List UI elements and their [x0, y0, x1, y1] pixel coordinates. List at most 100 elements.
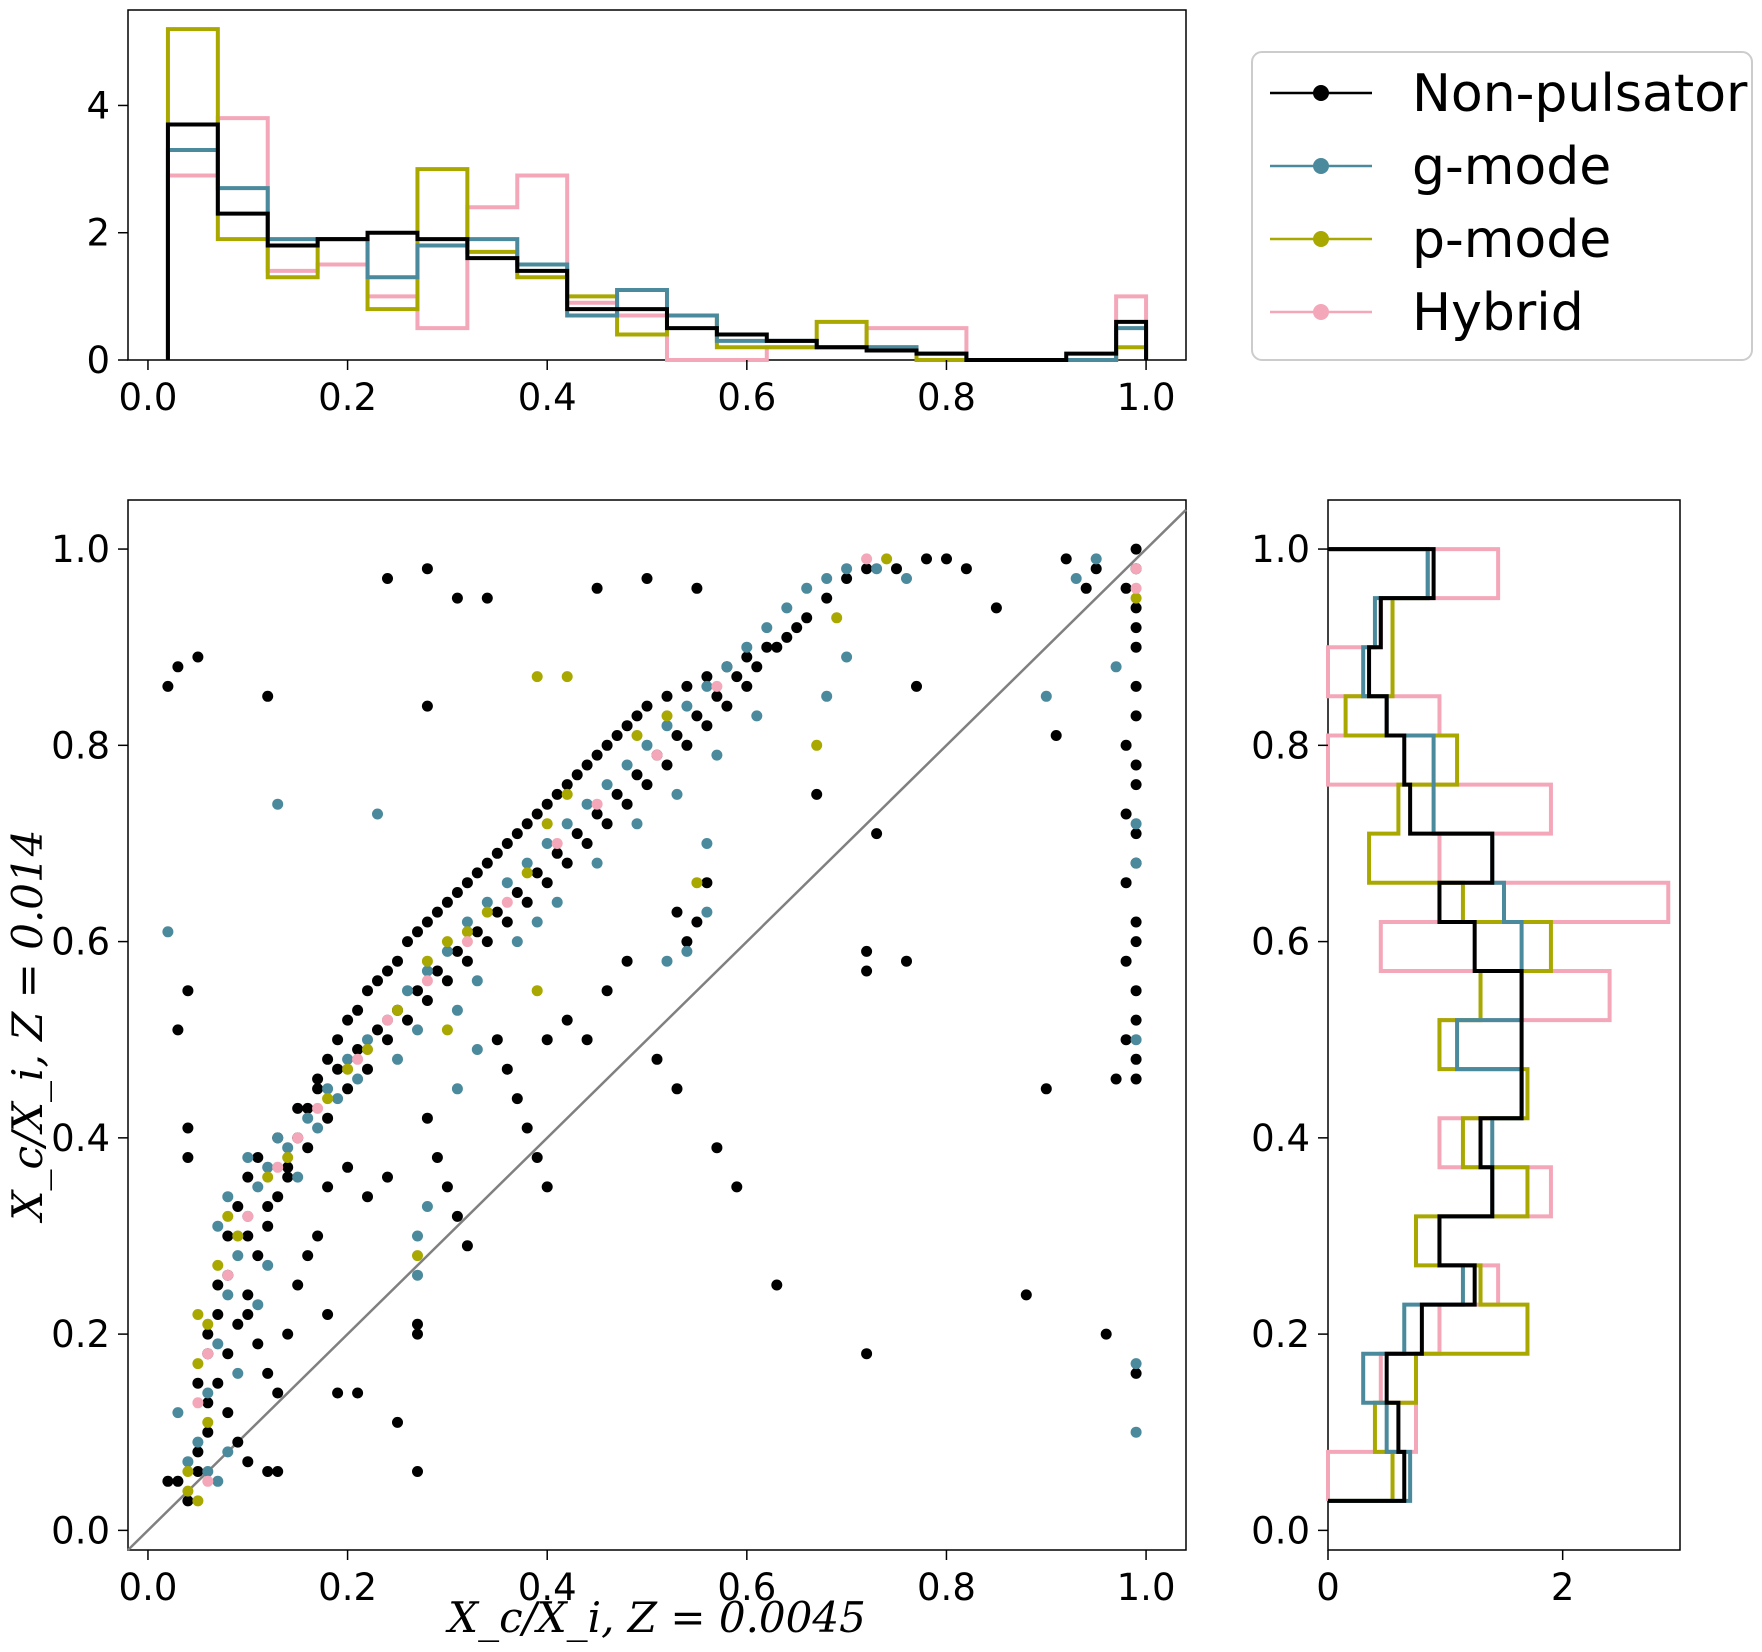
- point-non-pulsator: [521, 1122, 533, 1134]
- point-g-mode: [421, 965, 433, 977]
- point-hybrid: [1130, 563, 1142, 575]
- point-g-mode: [342, 1053, 354, 1065]
- point-non-pulsator: [262, 1466, 274, 1477]
- point-non-pulsator: [641, 779, 653, 791]
- top-histogram: 0.0 0.2 0.4 0.6 0.8 1.0 0 2 4: [86, 9, 1187, 419]
- point-non-pulsator: [591, 808, 603, 820]
- point-non-pulsator: [511, 887, 523, 898]
- point-non-pulsator: [911, 680, 922, 692]
- point-non-pulsator: [421, 700, 433, 712]
- point-hybrid: [292, 1132, 304, 1144]
- point-non-pulsator: [421, 1112, 433, 1124]
- point-non-pulsator: [621, 955, 633, 967]
- point-non-pulsator: [222, 1407, 234, 1419]
- point-hybrid: [202, 1348, 214, 1360]
- point-g-mode: [521, 857, 533, 869]
- scatter-frame: [127, 499, 1187, 1551]
- point-p-mode: [531, 671, 543, 683]
- point-non-pulsator: [1020, 1289, 1032, 1301]
- point-hybrid: [272, 1161, 284, 1173]
- point-non-pulsator: [801, 612, 813, 624]
- point-g-mode: [681, 700, 693, 712]
- point-g-mode: [441, 945, 453, 957]
- point-non-pulsator: [671, 906, 683, 918]
- point-non-pulsator: [960, 563, 972, 575]
- point-g-mode: [701, 906, 713, 918]
- point-g-mode: [262, 1259, 274, 1271]
- point-non-pulsator: [511, 1093, 523, 1105]
- scatter-y-tick-label: 0.4: [51, 1117, 110, 1160]
- point-non-pulsator: [282, 1161, 294, 1173]
- point-non-pulsator: [212, 1309, 224, 1320]
- point-hybrid: [421, 975, 433, 987]
- point-non-pulsator: [192, 1446, 204, 1458]
- top-histogram-y-ticks: 0 2 4: [86, 84, 128, 382]
- point-non-pulsator: [531, 1152, 543, 1163]
- point-non-pulsator: [591, 749, 603, 761]
- point-non-pulsator: [302, 1142, 314, 1154]
- point-g-mode: [362, 1034, 373, 1046]
- point-g-mode: [272, 798, 284, 810]
- point-g-mode: [232, 1367, 244, 1379]
- point-non-pulsator: [431, 965, 443, 977]
- point-non-pulsator: [701, 877, 713, 889]
- point-g-mode: [421, 1201, 433, 1212]
- point-g-mode: [671, 788, 683, 800]
- point-non-pulsator: [1130, 680, 1142, 692]
- point-non-pulsator: [322, 1309, 334, 1320]
- point-non-pulsator: [721, 700, 733, 712]
- point-hybrid: [202, 1475, 214, 1487]
- point-non-pulsator: [232, 1201, 244, 1212]
- legend-item-non-pulsator: Non-pulsator: [1270, 64, 1748, 124]
- scatter-points: [162, 543, 1142, 1507]
- point-p-mode: [282, 1152, 294, 1163]
- scatter-x-tick-label: 0.2: [318, 1566, 377, 1609]
- point-non-pulsator: [461, 1240, 473, 1252]
- point-non-pulsator: [212, 1279, 224, 1291]
- point-non-pulsator: [322, 1053, 334, 1065]
- point-non-pulsator: [1130, 828, 1142, 840]
- point-non-pulsator: [781, 631, 793, 643]
- point-non-pulsator: [202, 1426, 214, 1438]
- point-non-pulsator: [352, 1004, 364, 1016]
- point-g-mode: [412, 1024, 423, 1036]
- point-non-pulsator: [272, 1466, 284, 1477]
- point-non-pulsator: [242, 1309, 254, 1320]
- point-non-pulsator: [501, 1063, 513, 1075]
- point-hybrid: [312, 1102, 324, 1114]
- point-non-pulsator: [392, 1416, 403, 1428]
- point-g-mode: [402, 985, 413, 997]
- point-non-pulsator: [312, 1230, 324, 1242]
- top-x-tick-label: 0.6: [717, 376, 776, 419]
- point-p-mode: [531, 985, 543, 997]
- point-non-pulsator: [282, 1328, 294, 1340]
- point-non-pulsator: [1130, 779, 1142, 791]
- point-g-mode: [242, 1152, 254, 1163]
- point-non-pulsator: [471, 926, 483, 938]
- point-p-mode: [182, 1485, 194, 1497]
- point-non-pulsator: [262, 1201, 274, 1212]
- point-non-pulsator: [342, 1161, 354, 1173]
- right-y-tick-label: 0.6: [1251, 921, 1310, 964]
- point-non-pulsator: [601, 818, 613, 830]
- point-g-mode: [1130, 818, 1142, 830]
- point-non-pulsator: [421, 916, 433, 928]
- right-y-tick-label: 0.2: [1251, 1313, 1310, 1356]
- point-non-pulsator: [771, 641, 783, 653]
- point-non-pulsator: [711, 1142, 723, 1154]
- point-g-mode: [901, 573, 912, 584]
- point-non-pulsator: [691, 582, 703, 594]
- point-non-pulsator: [741, 651, 753, 663]
- point-non-pulsator: [701, 720, 713, 732]
- point-g-mode: [1040, 690, 1052, 702]
- point-g-mode: [461, 916, 473, 928]
- point-non-pulsator: [441, 975, 453, 987]
- point-non-pulsator: [731, 1181, 743, 1193]
- scatter-y-ticks: 0.0 0.2 0.4 0.6 0.8 1.0: [51, 528, 128, 1552]
- point-g-mode: [282, 1142, 294, 1154]
- point-non-pulsator: [471, 867, 483, 879]
- point-g-mode: [761, 622, 773, 634]
- point-g-mode: [661, 720, 673, 732]
- right-y-tick-label: 0.0: [1251, 1509, 1310, 1552]
